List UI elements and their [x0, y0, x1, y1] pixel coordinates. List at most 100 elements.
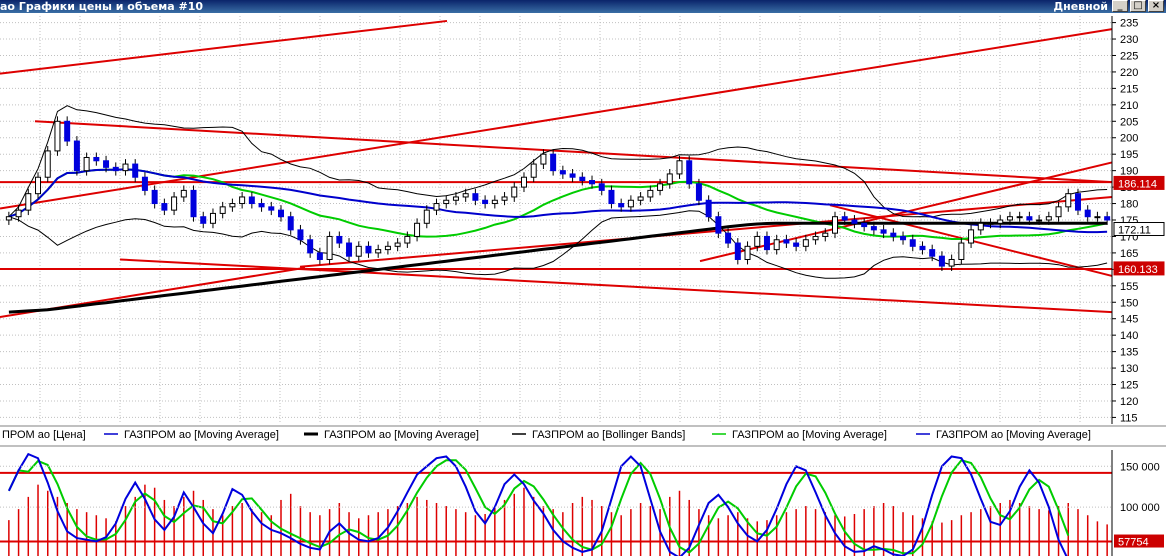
y-tick-label: 220	[1120, 67, 1138, 79]
legend-label: ГАЗПРОМ ао [Moving Average]	[324, 429, 479, 441]
candle-body	[763, 235, 770, 251]
candle-body	[472, 193, 479, 201]
candle-body	[132, 163, 139, 178]
candle-body	[278, 209, 284, 218]
ma-green-line	[8, 168, 1108, 240]
candle-body	[929, 249, 936, 257]
candle-body	[851, 219, 858, 224]
price-marker-box	[1113, 175, 1165, 190]
candle-body	[550, 153, 557, 172]
y-tick-label: 190	[1120, 166, 1138, 178]
candle-body	[171, 196, 178, 211]
candle-body	[482, 199, 489, 205]
price-marker-box	[1113, 222, 1165, 237]
candle-body	[589, 180, 596, 185]
trend-line	[119, 258, 1113, 314]
y-tick-label: 235	[1120, 18, 1138, 30]
window-title: ao Графики цены и объема #10	[0, 0, 204, 13]
y-tick-label: 125	[1120, 380, 1138, 392]
candle-body	[1026, 216, 1033, 221]
candle-body	[686, 160, 693, 185]
candle-body	[841, 216, 848, 221]
legend: ПРОМ ао [Цена] ГАЗПРОМ ао [Moving Average…	[0, 429, 1166, 447]
candle-body	[25, 193, 32, 211]
candle-body	[618, 203, 625, 208]
legend-label: ГАЗПРОМ ао [Moving Average]	[124, 429, 279, 441]
indicator-lines	[8, 105, 1108, 314]
candle-body	[93, 156, 100, 162]
candle-body	[997, 219, 1004, 224]
osc-tick-label: 100 000	[1120, 502, 1160, 514]
trend-line	[299, 195, 1113, 268]
title-bar: ao Графики цены и объема #10 Дневной _ □…	[0, 0, 1166, 13]
candle-body	[297, 229, 304, 241]
period-label[interactable]: Дневной	[1053, 0, 1108, 13]
candle-body	[666, 173, 673, 185]
candle-body	[832, 216, 838, 234]
y-tick-label: 225	[1120, 50, 1138, 62]
minimize-button[interactable]: _	[1112, 0, 1128, 12]
legend-label: ГАЗПРОМ ао [Moving Average]	[936, 429, 1091, 441]
price-marker-label: 186.114	[1118, 178, 1157, 190]
osc-blue-line	[7, 452, 1068, 556]
candle-body	[657, 183, 664, 191]
candle-body	[579, 176, 586, 182]
price-axis: 2352302252202152102052001951901851801751…	[0, 16, 1166, 427]
bollinger-upper	[8, 105, 1108, 218]
candle-body	[414, 222, 421, 237]
candle-body	[54, 120, 61, 152]
y-tick-label: 180	[1120, 199, 1138, 211]
candle-body	[900, 235, 907, 241]
close-button[interactable]: ×	[1148, 0, 1164, 12]
maximize-button[interactable]: □	[1130, 0, 1146, 12]
candle-body	[73, 140, 80, 172]
candle-body	[190, 189, 197, 218]
candle-body	[375, 249, 382, 254]
candle-body	[501, 196, 508, 201]
candle-body	[287, 216, 294, 231]
candle-body	[307, 239, 314, 254]
y-tick-label: 210	[1120, 100, 1138, 112]
candle-body	[598, 183, 605, 191]
legend-label: ГАЗПРОМ ао [Bollinger Bands]	[532, 429, 685, 441]
oscillator-panel[interactable]	[0, 452, 1112, 556]
candle-body	[948, 258, 955, 267]
candle-body	[122, 163, 129, 172]
candle-body	[569, 173, 576, 178]
candle-body	[112, 166, 119, 172]
candle-body	[15, 209, 22, 218]
price-candles[interactable]	[5, 116, 1111, 271]
osc-tick-label: 150 000	[1120, 461, 1160, 473]
candle-body	[44, 150, 51, 178]
candle-body	[161, 203, 168, 211]
candle-body	[5, 216, 12, 221]
trend-line	[34, 120, 1113, 184]
candle-body	[384, 245, 391, 251]
candle-body	[909, 239, 916, 247]
candle-body	[715, 216, 722, 234]
y-tick-label: 230	[1120, 34, 1138, 46]
candle-body	[676, 160, 683, 175]
candle-body	[443, 199, 450, 205]
candle-body	[1074, 193, 1081, 211]
candle-body	[103, 160, 110, 168]
candle-body	[151, 189, 158, 205]
candle-body	[423, 209, 430, 224]
price-marker-label: 172.11	[1118, 225, 1151, 237]
ma-blue-line	[8, 168, 1108, 234]
y-tick-label: 200	[1120, 133, 1138, 145]
candle-body	[326, 235, 333, 260]
candle-body	[394, 242, 401, 247]
candle-body	[870, 226, 877, 231]
oscillator-axis: 150 000 100 000 57754	[0, 450, 1164, 556]
candle-body	[316, 252, 323, 260]
candle-body	[1084, 209, 1091, 218]
candle-body	[433, 203, 440, 211]
candle-body	[647, 189, 654, 198]
y-tick-label: 135	[1120, 347, 1138, 359]
candle-body	[705, 199, 712, 218]
y-tick-label: 115	[1120, 412, 1138, 424]
y-tick-label: 205	[1120, 116, 1138, 128]
candle-body	[1045, 216, 1052, 221]
